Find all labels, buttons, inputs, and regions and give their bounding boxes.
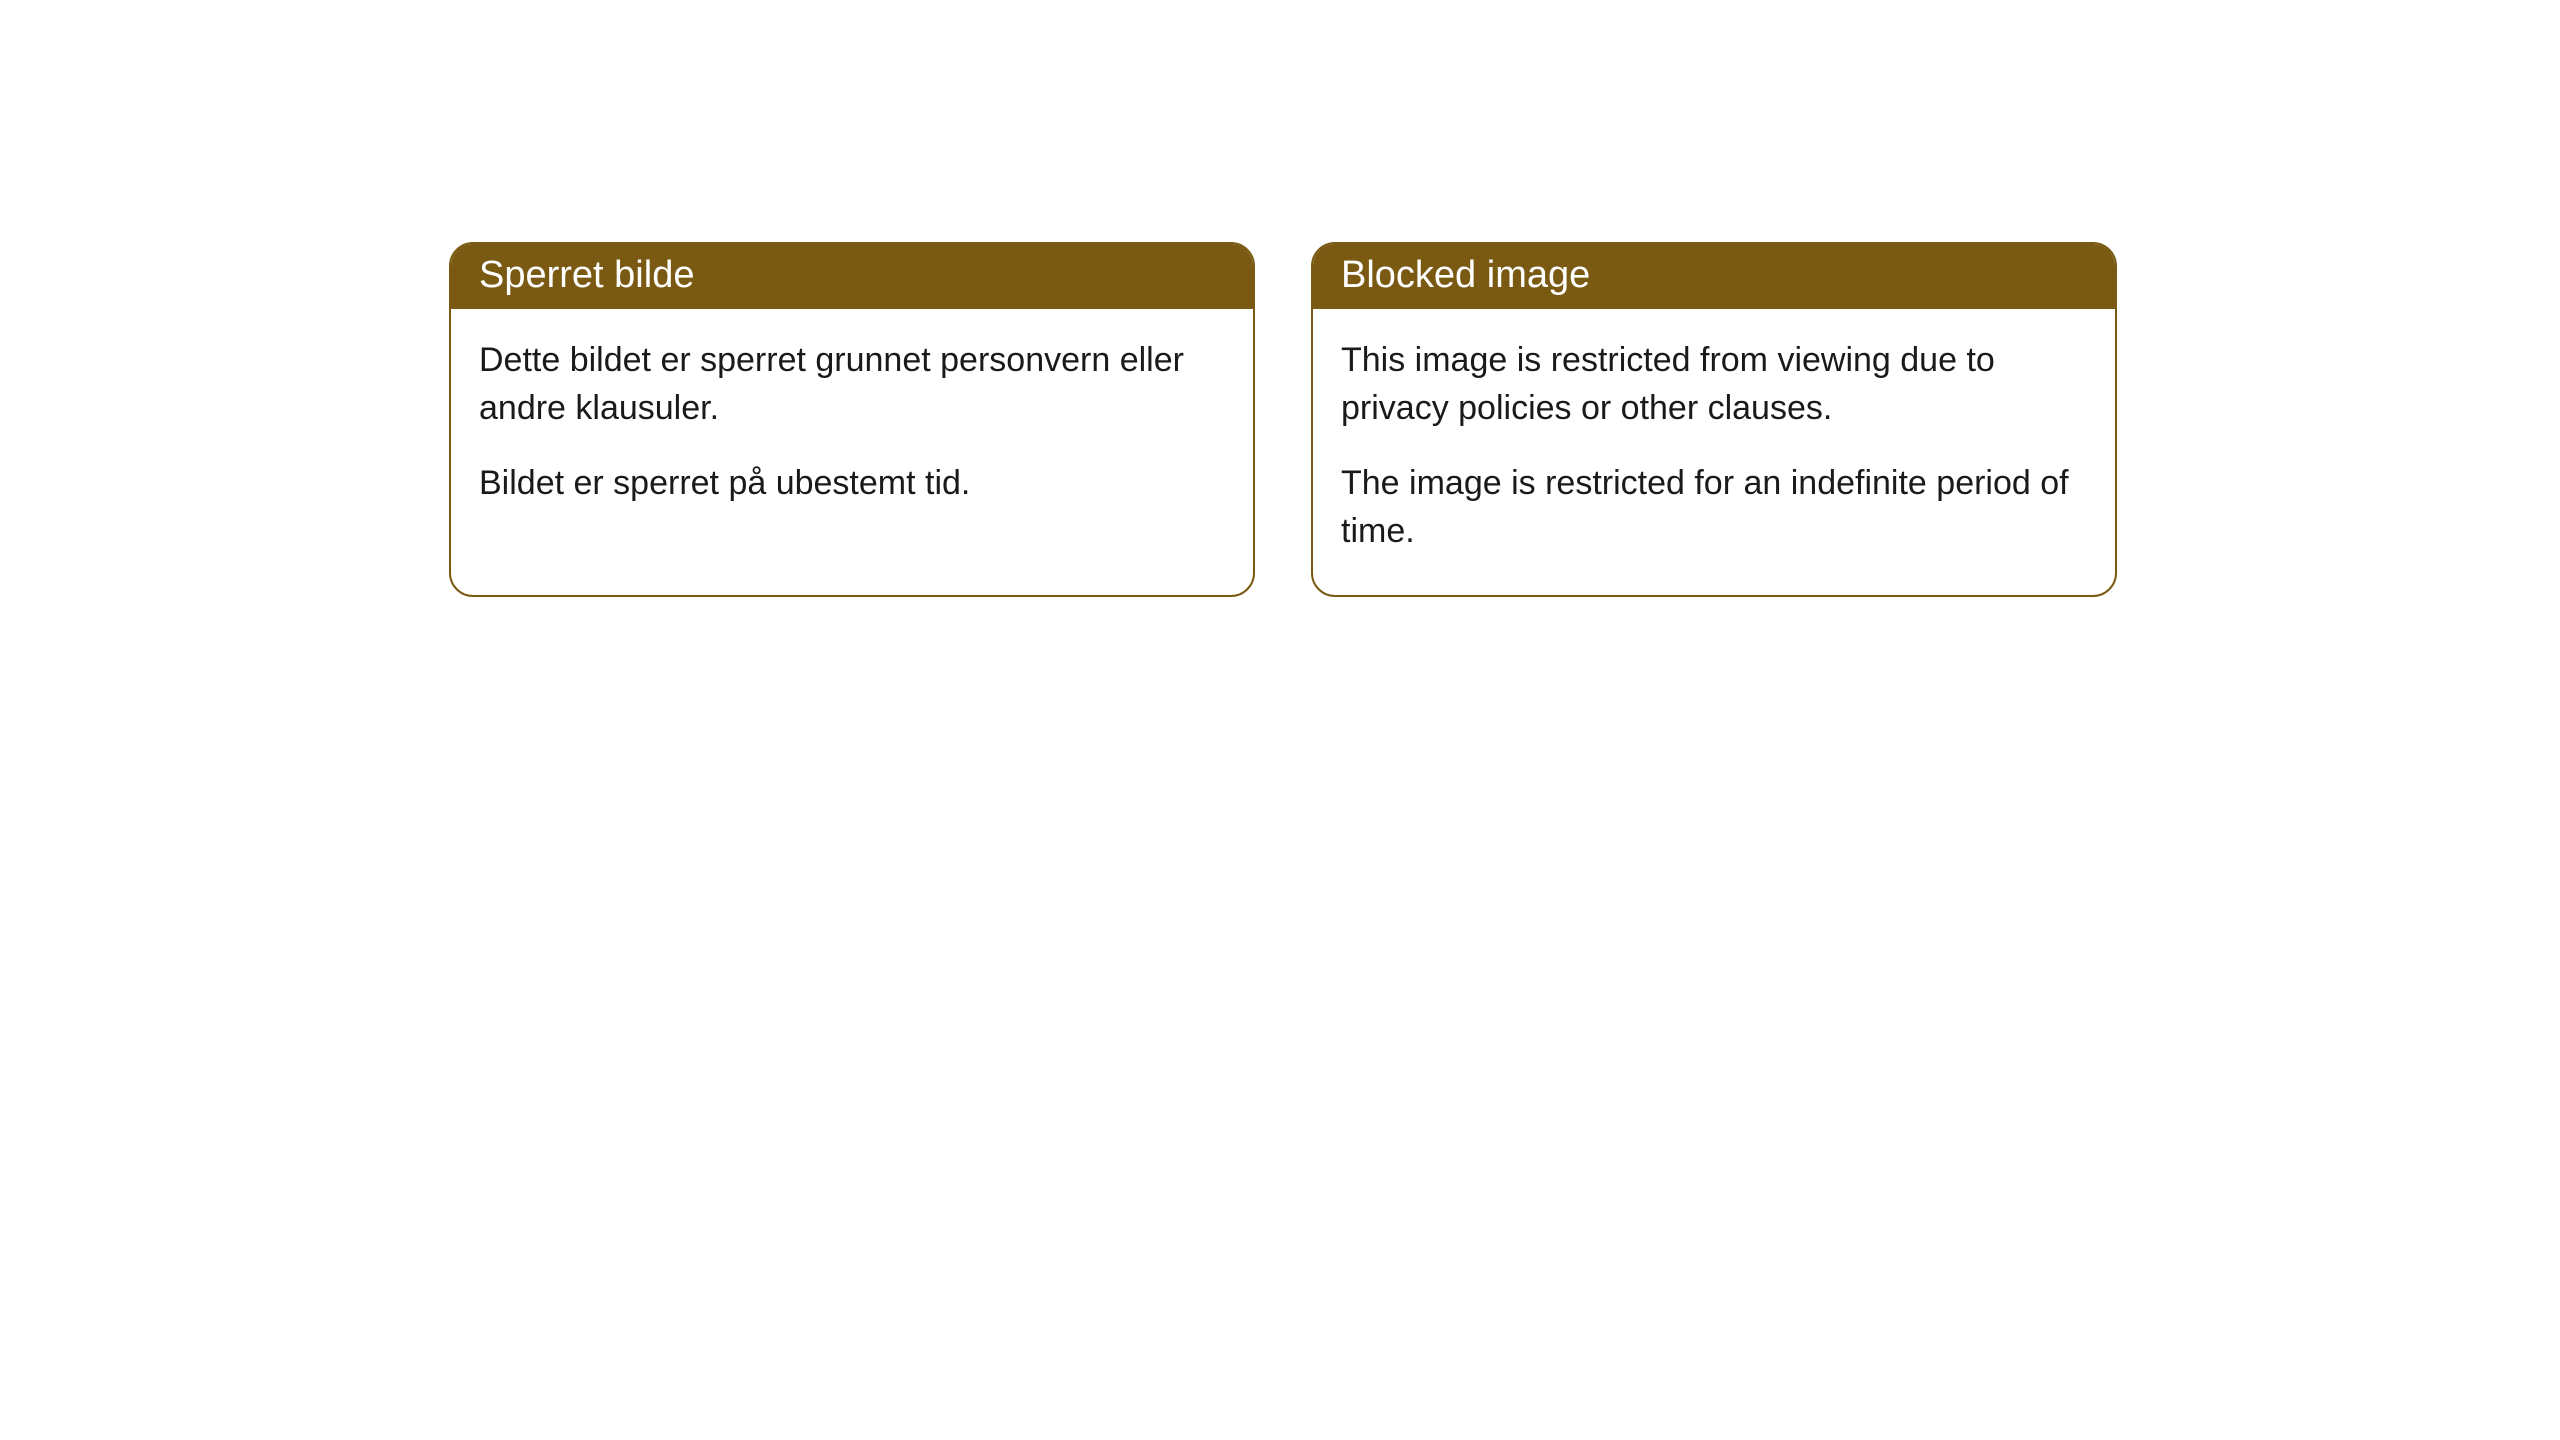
card-header: Sperret bilde [451, 244, 1253, 309]
card-body: This image is restricted from viewing du… [1313, 309, 2115, 595]
card-header: Blocked image [1313, 244, 2115, 309]
notice-card-english: Blocked image This image is restricted f… [1311, 242, 2117, 597]
card-paragraph: Dette bildet er sperret grunnet personve… [479, 337, 1225, 432]
notice-cards-container: Sperret bilde Dette bildet er sperret gr… [449, 242, 2117, 597]
card-paragraph: Bildet er sperret på ubestemt tid. [479, 460, 1225, 508]
notice-card-norwegian: Sperret bilde Dette bildet er sperret gr… [449, 242, 1255, 597]
card-paragraph: The image is restricted for an indefinit… [1341, 460, 2087, 555]
card-title: Sperret bilde [479, 254, 694, 296]
card-paragraph: This image is restricted from viewing du… [1341, 337, 2087, 432]
card-body: Dette bildet er sperret grunnet personve… [451, 309, 1253, 548]
card-title: Blocked image [1341, 254, 1590, 296]
